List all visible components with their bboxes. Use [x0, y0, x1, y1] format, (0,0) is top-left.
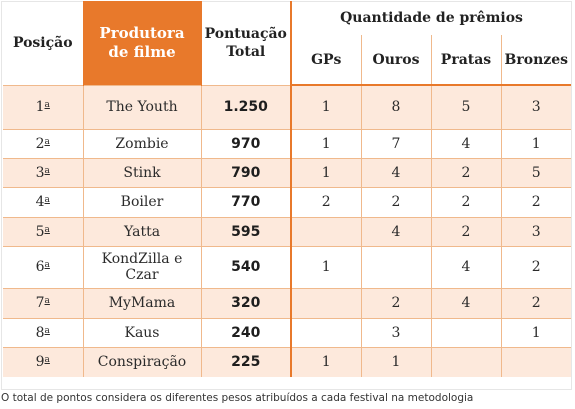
row-producer: KondZilla e Czar	[82, 245, 201, 288]
header-bronze: Bronzes	[500, 35, 572, 86]
ordinal-mark: a	[44, 136, 50, 147]
row-gps: 1	[290, 245, 361, 288]
table-row: 2a Zombie 970 1 7 4 1	[3, 128, 572, 158]
ordinal-mark: a	[44, 224, 50, 235]
row-points: 240	[200, 317, 291, 347]
row-silver: 2	[430, 186, 501, 217]
row-producer-line2: Czar	[125, 267, 159, 283]
row-points: 225	[200, 346, 291, 377]
table-row: 7a MyMama 320 2 4 2	[3, 287, 572, 318]
row-gold: 4	[360, 216, 431, 246]
row-position: 9a	[3, 346, 83, 377]
row-gps: 1	[290, 157, 361, 187]
row-position: 8a	[3, 317, 83, 347]
row-position: 2a	[3, 128, 83, 158]
ordinal-mark: a	[44, 325, 50, 336]
row-bronze: 5	[500, 157, 572, 187]
row-points: 770	[200, 186, 291, 217]
row-bronze: 1	[500, 317, 572, 347]
footnote: O total de pontos considera os diferente…	[1, 392, 474, 404]
row-position: 3a	[3, 157, 83, 187]
row-bronze: 1	[500, 128, 572, 158]
header-score: Pontuação Total	[200, 1, 291, 85]
row-points: 320	[200, 287, 291, 318]
row-bronze: 3	[500, 216, 572, 246]
ordinal-mark: a	[44, 195, 50, 205]
row-silver: 4	[430, 287, 501, 318]
row-gold	[360, 245, 431, 288]
row-silver	[430, 346, 501, 377]
row-producer: Conspiração	[82, 346, 201, 377]
row-bronze: 2	[500, 245, 572, 288]
row-position: 7a	[3, 287, 83, 318]
row-gps	[290, 287, 361, 318]
header-producer-line1: Produtora	[99, 23, 185, 42]
header-gold: Ouros	[360, 35, 431, 86]
header-score-line2: Total	[226, 43, 266, 60]
header-silver: Pratas	[430, 35, 501, 86]
row-producer: MyMama	[82, 287, 201, 318]
row-gold: 1	[360, 346, 431, 377]
row-silver: 5	[430, 84, 501, 129]
row-gps	[290, 317, 361, 347]
row-silver: 2	[430, 216, 501, 246]
row-producer: The Youth	[82, 84, 201, 129]
row-producer: Zombie	[82, 128, 201, 158]
row-gps: 2	[290, 186, 361, 217]
ordinal-mark: a	[44, 355, 50, 366]
table-row: 3a Stink 790 1 4 2 5	[3, 157, 572, 187]
row-bronze: 2	[500, 287, 572, 318]
row-producer: Yatta	[82, 216, 201, 246]
table-row: 1a The Youth 1.250 1 8 5 3	[3, 84, 572, 129]
table-row: 9a Conspiração 225 1 1	[3, 346, 572, 377]
row-silver: 4	[430, 245, 501, 288]
row-gold: 7	[360, 128, 431, 158]
row-silver: 2	[430, 157, 501, 187]
row-producer: Kaus	[82, 317, 201, 347]
header-score-line1: Pontuação	[204, 25, 287, 42]
row-points: 540	[200, 245, 291, 288]
row-silver: 4	[430, 128, 501, 158]
header-position: Posição	[3, 1, 84, 85]
row-gps: 1	[290, 346, 361, 377]
ranking-table: Posição Produtora de filme Pontuação Tot…	[3, 1, 572, 377]
row-producer-line1: KondZilla e	[101, 251, 183, 267]
row-gold: 2	[360, 186, 431, 217]
ordinal-mark: a	[44, 165, 50, 176]
ordinal-mark: a	[44, 260, 50, 270]
row-gps: 1	[290, 128, 361, 158]
row-bronze: 3	[500, 84, 572, 129]
row-points: 970	[200, 128, 291, 158]
row-gold: 8	[360, 84, 431, 129]
header-producer: Produtora de filme	[83, 1, 201, 85]
row-producer: Stink	[82, 157, 201, 187]
row-gold: 3	[360, 317, 431, 347]
row-gps: 1	[290, 84, 361, 129]
row-producer: Boiler	[82, 186, 201, 217]
row-position: 1a	[3, 84, 83, 129]
row-gold: 4	[360, 157, 431, 187]
row-bronze	[500, 346, 572, 377]
row-gold: 2	[360, 287, 431, 318]
ordinal-mark: a	[44, 296, 50, 306]
table-row: 6a KondZilla e Czar 540 1 4 2	[3, 245, 572, 288]
header-producer-line2: de filme	[108, 42, 176, 61]
row-position: 4a	[3, 186, 83, 217]
row-position: 5a	[3, 216, 83, 246]
row-gps	[290, 216, 361, 246]
row-points: 790	[200, 157, 291, 187]
ordinal-mark: a	[44, 100, 50, 110]
row-position: 6a	[3, 245, 83, 288]
header-gps: GPs	[290, 35, 361, 86]
row-points: 1.250	[200, 84, 291, 129]
row-silver	[430, 317, 501, 347]
header-awards-group: Quantidade de prêmios	[289, 1, 572, 35]
table-row: 4a Boiler 770 2 2 2 2	[3, 186, 572, 217]
row-points: 595	[200, 216, 291, 246]
row-bronze: 2	[500, 186, 572, 217]
table-row: 5a Yatta 595 4 2 3	[3, 216, 572, 246]
table-row: 8a Kaus 240 3 1	[3, 317, 572, 347]
